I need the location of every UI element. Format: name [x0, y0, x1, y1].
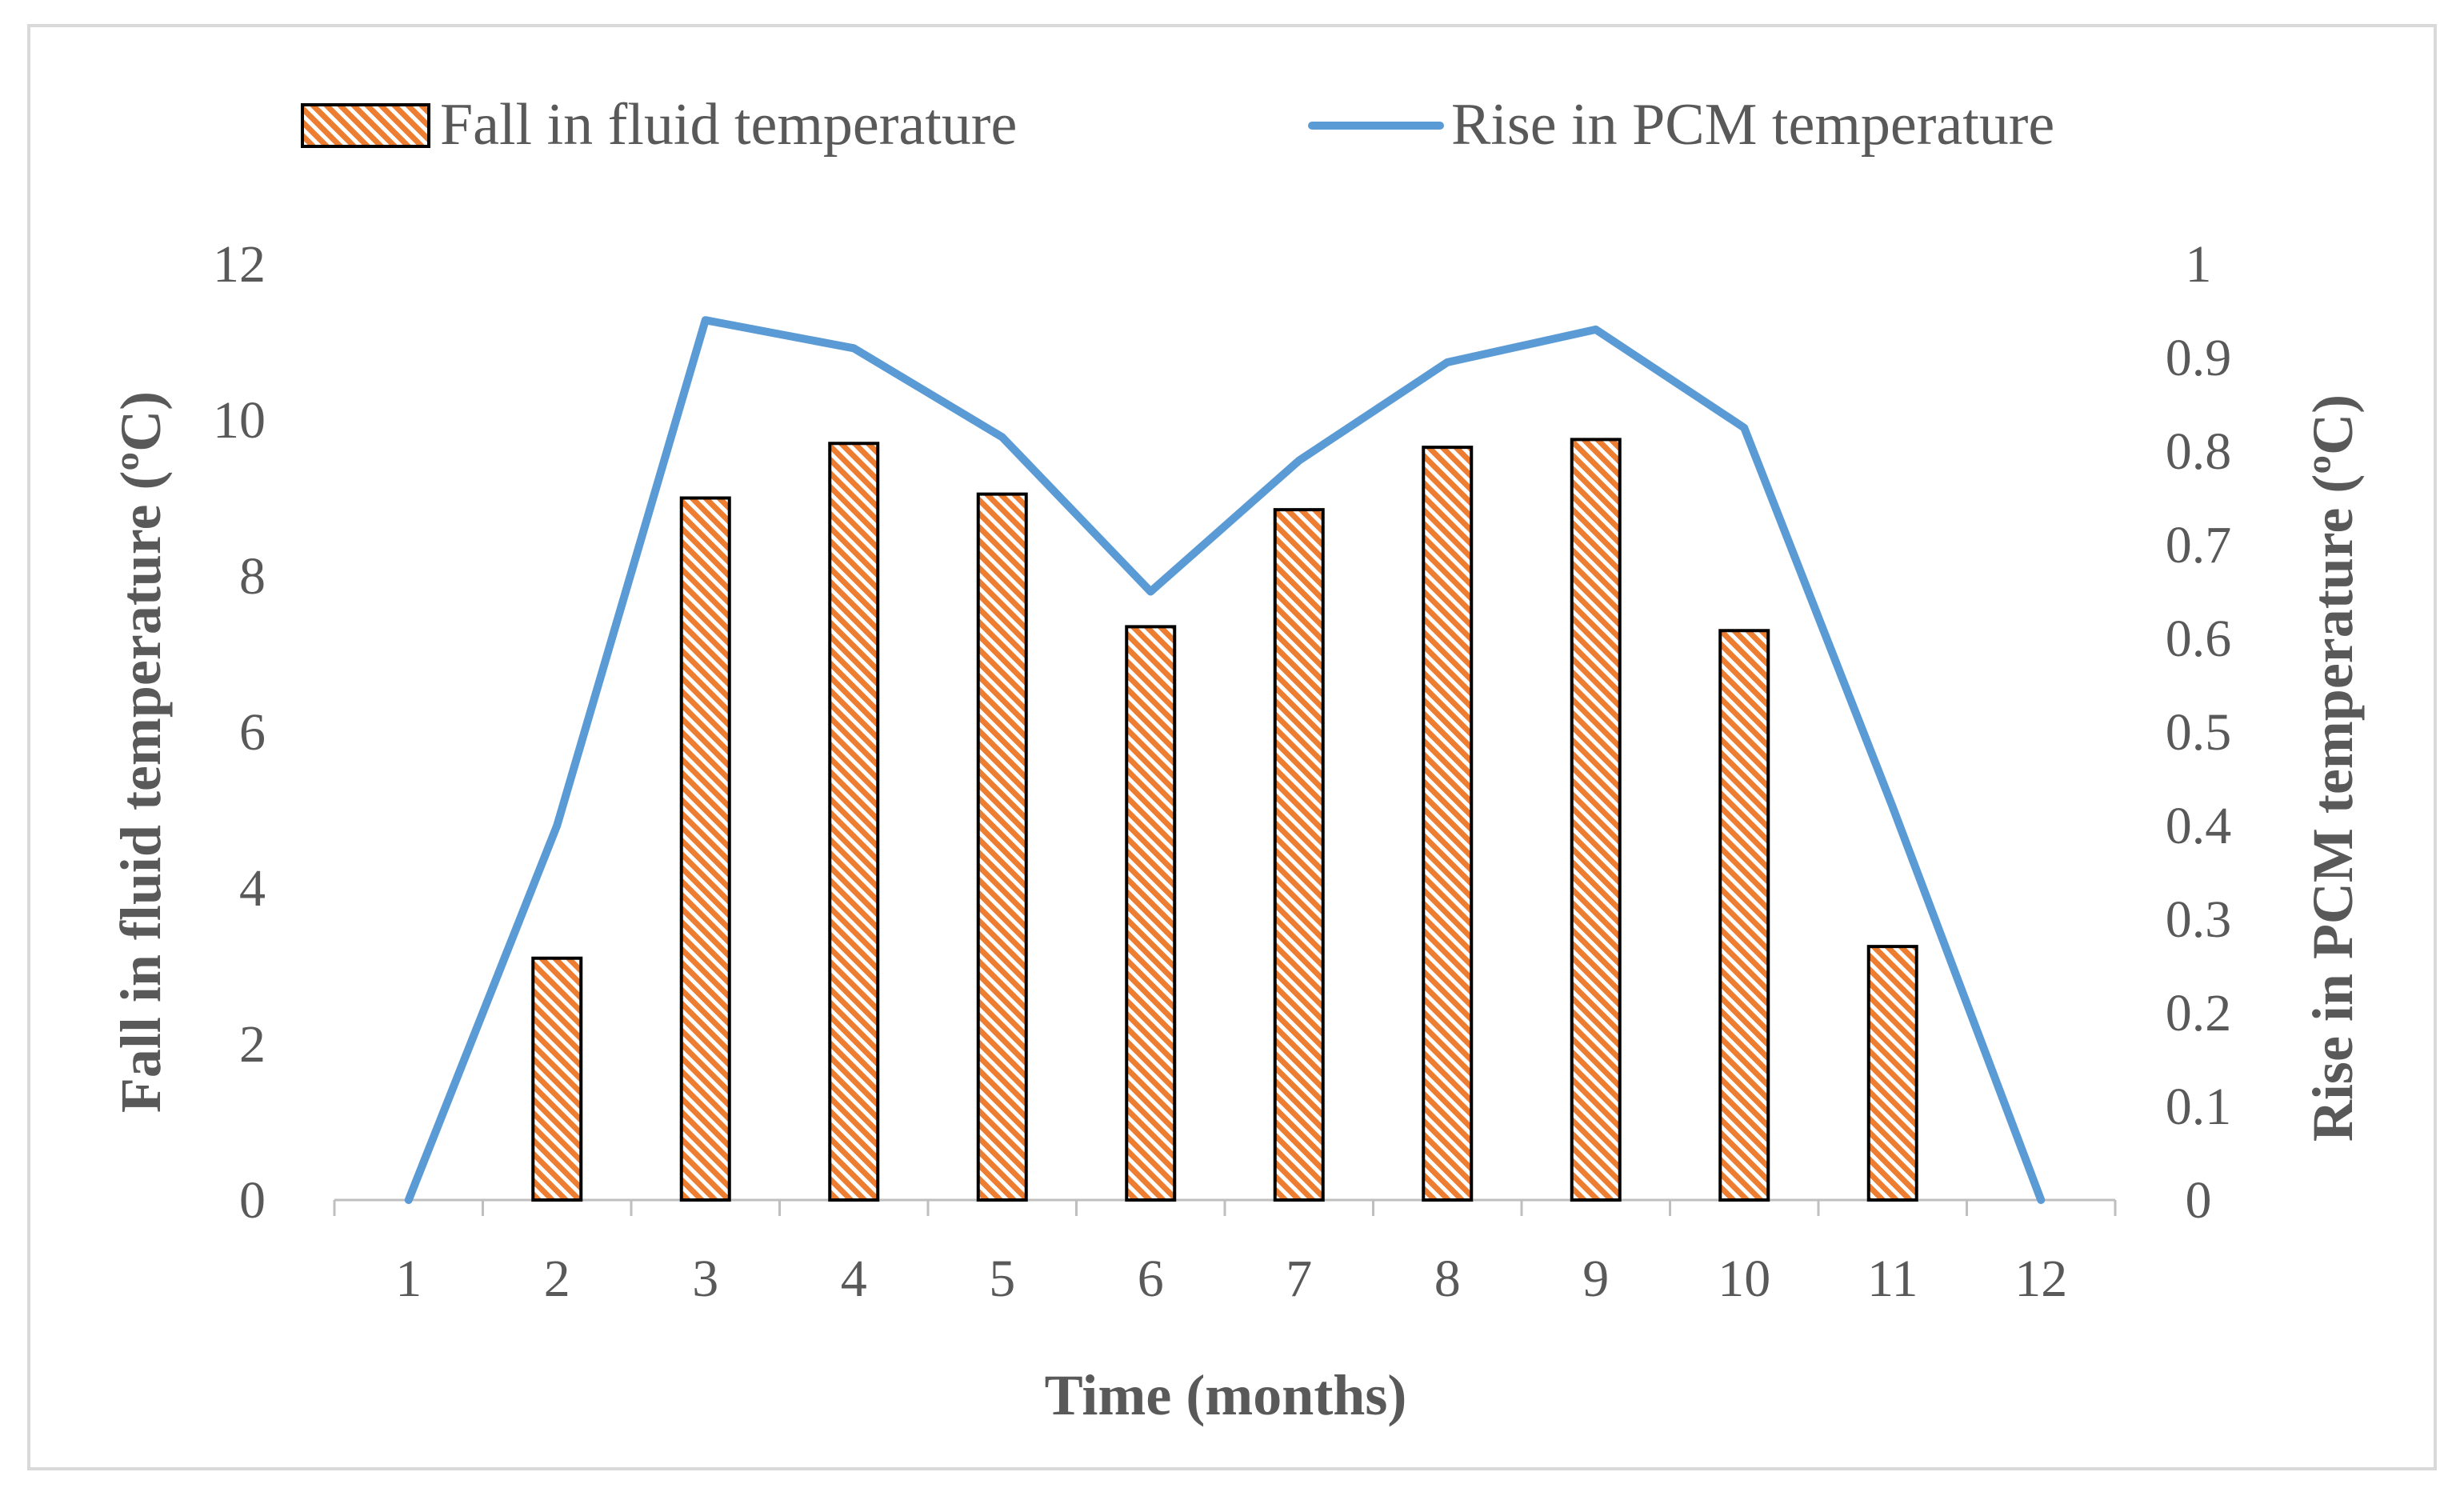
y2-tick-label: 0.4: [2166, 797, 2232, 855]
y2-tick-label: 0.3: [2166, 890, 2232, 949]
x-tick-label: 4: [841, 1250, 867, 1308]
y-tick-label: 2: [239, 1015, 266, 1074]
y2-tick-label: 0.6: [2166, 610, 2232, 668]
y2-tick-label: 0.9: [2166, 329, 2232, 387]
legend-line-label: Rise in PCM temperature: [1451, 92, 2054, 158]
legend-bar-label: Fall in fluid temperature: [440, 92, 1017, 158]
y2-tick-label: 0: [2186, 1171, 2212, 1230]
y-tick-label: 8: [239, 547, 266, 606]
x-tick-label: 9: [1582, 1250, 1609, 1308]
x-tick-label: 5: [989, 1250, 1015, 1308]
bar-3: [679, 496, 731, 1202]
bar-7: [1273, 508, 1325, 1202]
y2-axis-title: Rise in PCM temperature (ºC): [2301, 394, 2365, 1142]
y-tick-label: 0: [239, 1171, 266, 1230]
y-tick-label: 6: [239, 703, 266, 762]
bar-5: [976, 492, 1028, 1202]
x-tick-label: 7: [1286, 1250, 1312, 1308]
bar-9: [1570, 438, 1622, 1202]
x-tick-label: 11: [1867, 1250, 1918, 1308]
chart-frame: [27, 24, 2437, 1470]
y2-tick-label: 0.1: [2166, 1078, 2232, 1136]
y2-tick-label: 0.7: [2166, 516, 2232, 574]
x-tick-label: 3: [692, 1250, 718, 1308]
legend-bar-swatch: [301, 103, 430, 148]
y2-tick-label: 0.5: [2166, 703, 2232, 762]
x-tick-label: 12: [2014, 1250, 2067, 1308]
y2-tick-label: 0.2: [2166, 984, 2232, 1042]
x-tick-label: 6: [1138, 1250, 1164, 1308]
x-axis-title: Time (months): [1045, 1363, 1407, 1427]
plot-area: 1 2 3 4 5 6 7 8 9 10 11 1202468101200.10.20.30.40.5…: [213, 235, 2231, 1308]
y2-tick-label: 1: [2186, 235, 2212, 294]
x-tick-label: 2: [544, 1250, 570, 1308]
bar-8: [1422, 446, 1474, 1202]
bar-6: [1125, 625, 1177, 1202]
bar-11: [1866, 945, 1918, 1202]
bar-2: [531, 956, 583, 1202]
y-tick-label: 4: [239, 859, 266, 918]
x-tick-label: 1: [395, 1250, 422, 1308]
x-tick-label: 10: [1718, 1250, 1770, 1308]
bar-4: [828, 442, 880, 1202]
x-tick-label: 8: [1434, 1250, 1461, 1308]
y-tick-label: 10: [213, 391, 266, 450]
y-tick-label: 12: [213, 235, 266, 294]
y2-tick-label: 0.8: [2166, 422, 2232, 481]
pcm-temperature-line: [404, 316, 2046, 1204]
legend: Fall in fluid temperature Rise in PCM te…: [301, 92, 2054, 158]
y-axis-title: Fall in fluid temperature (ºC): [109, 391, 173, 1113]
bar-10: [1718, 629, 1770, 1202]
